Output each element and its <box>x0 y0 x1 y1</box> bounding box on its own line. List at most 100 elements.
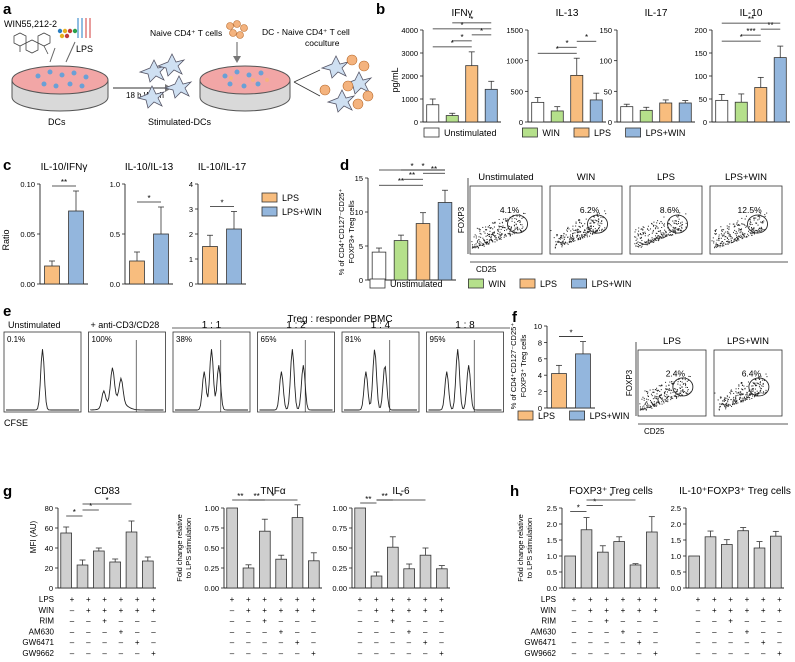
flow-event <box>590 222 592 224</box>
flow-event <box>736 239 738 241</box>
flow-event <box>655 398 657 400</box>
flow-event <box>571 238 573 240</box>
flow-event <box>653 238 655 240</box>
flow-event <box>521 217 523 219</box>
flow-event <box>652 225 654 227</box>
flow-event <box>746 397 748 399</box>
flow-event <box>577 228 579 230</box>
flow-event <box>521 224 523 226</box>
flow-event <box>513 224 515 226</box>
flow-event <box>754 382 756 384</box>
flow-event <box>598 219 600 221</box>
flow-event <box>670 225 672 227</box>
h-il10-bar <box>704 536 717 589</box>
flow-event <box>661 234 663 236</box>
flow-event <box>493 231 495 233</box>
flow-event <box>679 392 681 394</box>
flow-event <box>764 215 766 217</box>
flow-event <box>586 234 588 236</box>
flow-event <box>658 401 660 403</box>
flow-event <box>561 246 563 248</box>
flow-event <box>763 380 765 382</box>
flow-event <box>686 392 688 394</box>
flow-event <box>579 226 581 228</box>
flow-event <box>600 216 602 218</box>
lps-icon <box>57 18 91 39</box>
flow-event <box>760 375 762 377</box>
flow-event <box>651 232 653 234</box>
table-cell: – <box>230 617 235 626</box>
flow-event <box>596 229 598 231</box>
flow-event <box>598 227 600 229</box>
flow-event <box>514 221 516 223</box>
flow-event <box>646 241 648 243</box>
flow-event <box>761 227 763 229</box>
flow-event <box>656 401 658 403</box>
flow-event <box>680 222 682 224</box>
flow-event <box>586 228 588 230</box>
c-il13-title: IL-10/IL-13 <box>125 162 174 173</box>
table-cell: + <box>279 595 284 604</box>
flow-event <box>680 380 682 382</box>
flow-gate <box>667 214 688 234</box>
flow-event <box>672 391 674 393</box>
flow-event <box>651 395 653 397</box>
flow-event <box>658 239 660 241</box>
flow-event <box>737 402 739 404</box>
table-cell: + <box>572 595 577 604</box>
flow-event <box>576 231 578 233</box>
flow-event <box>568 241 570 243</box>
flow-event <box>503 227 505 229</box>
flow-event <box>584 223 586 225</box>
flow-event <box>742 234 744 236</box>
flow-event <box>655 405 657 407</box>
flow-event <box>651 223 653 225</box>
flow-event <box>498 226 500 228</box>
flow-event <box>676 391 678 393</box>
flow-event <box>741 236 743 238</box>
g-il6-sig-label: * <box>399 492 402 501</box>
g-cd83-sig-label: * <box>105 496 108 505</box>
b-il13-sig-label: * <box>565 39 568 48</box>
table-h: LPS + + + + + + + + + + + +WIN – + + + + + – + + + + +RIM – – + – – – –… <box>524 595 782 658</box>
flow-event <box>679 229 681 231</box>
flow-event <box>667 234 669 236</box>
flow-event <box>742 237 744 239</box>
flow-event <box>721 229 723 231</box>
d-treg-ytick-label: 15 <box>355 174 363 183</box>
flow-event <box>572 233 574 235</box>
flow-event <box>743 399 745 401</box>
table-cell: – <box>712 617 717 626</box>
flow-event <box>588 231 590 233</box>
flow-event <box>716 246 718 248</box>
flow-event <box>746 394 748 396</box>
flow-event <box>599 225 601 227</box>
flow-event <box>485 242 487 244</box>
c-il17-title: IL-10/IL-17 <box>198 162 247 173</box>
flow-event <box>725 406 727 408</box>
flow-event <box>754 393 756 395</box>
flow-event <box>521 230 523 232</box>
flow-event <box>755 385 757 387</box>
flow-event <box>509 232 511 234</box>
table-cell: + <box>135 606 140 615</box>
flow-event <box>510 228 512 230</box>
g-cd83-sig-label: * <box>89 502 92 511</box>
flow-event <box>502 222 504 224</box>
flow-event <box>498 228 500 230</box>
flow-event <box>652 391 654 393</box>
flow-event <box>474 246 476 248</box>
flow-event <box>748 396 750 398</box>
table-cell: – <box>423 649 428 658</box>
flow-event <box>723 404 725 406</box>
flow-event <box>654 238 656 240</box>
flow-event <box>673 229 675 231</box>
flow-event <box>601 223 603 225</box>
flow-event <box>513 230 515 232</box>
flow-event <box>719 406 721 408</box>
flow-event <box>643 397 645 399</box>
flow-event <box>760 226 762 228</box>
legend-label: WIN <box>488 279 506 289</box>
flow-event <box>761 379 763 381</box>
